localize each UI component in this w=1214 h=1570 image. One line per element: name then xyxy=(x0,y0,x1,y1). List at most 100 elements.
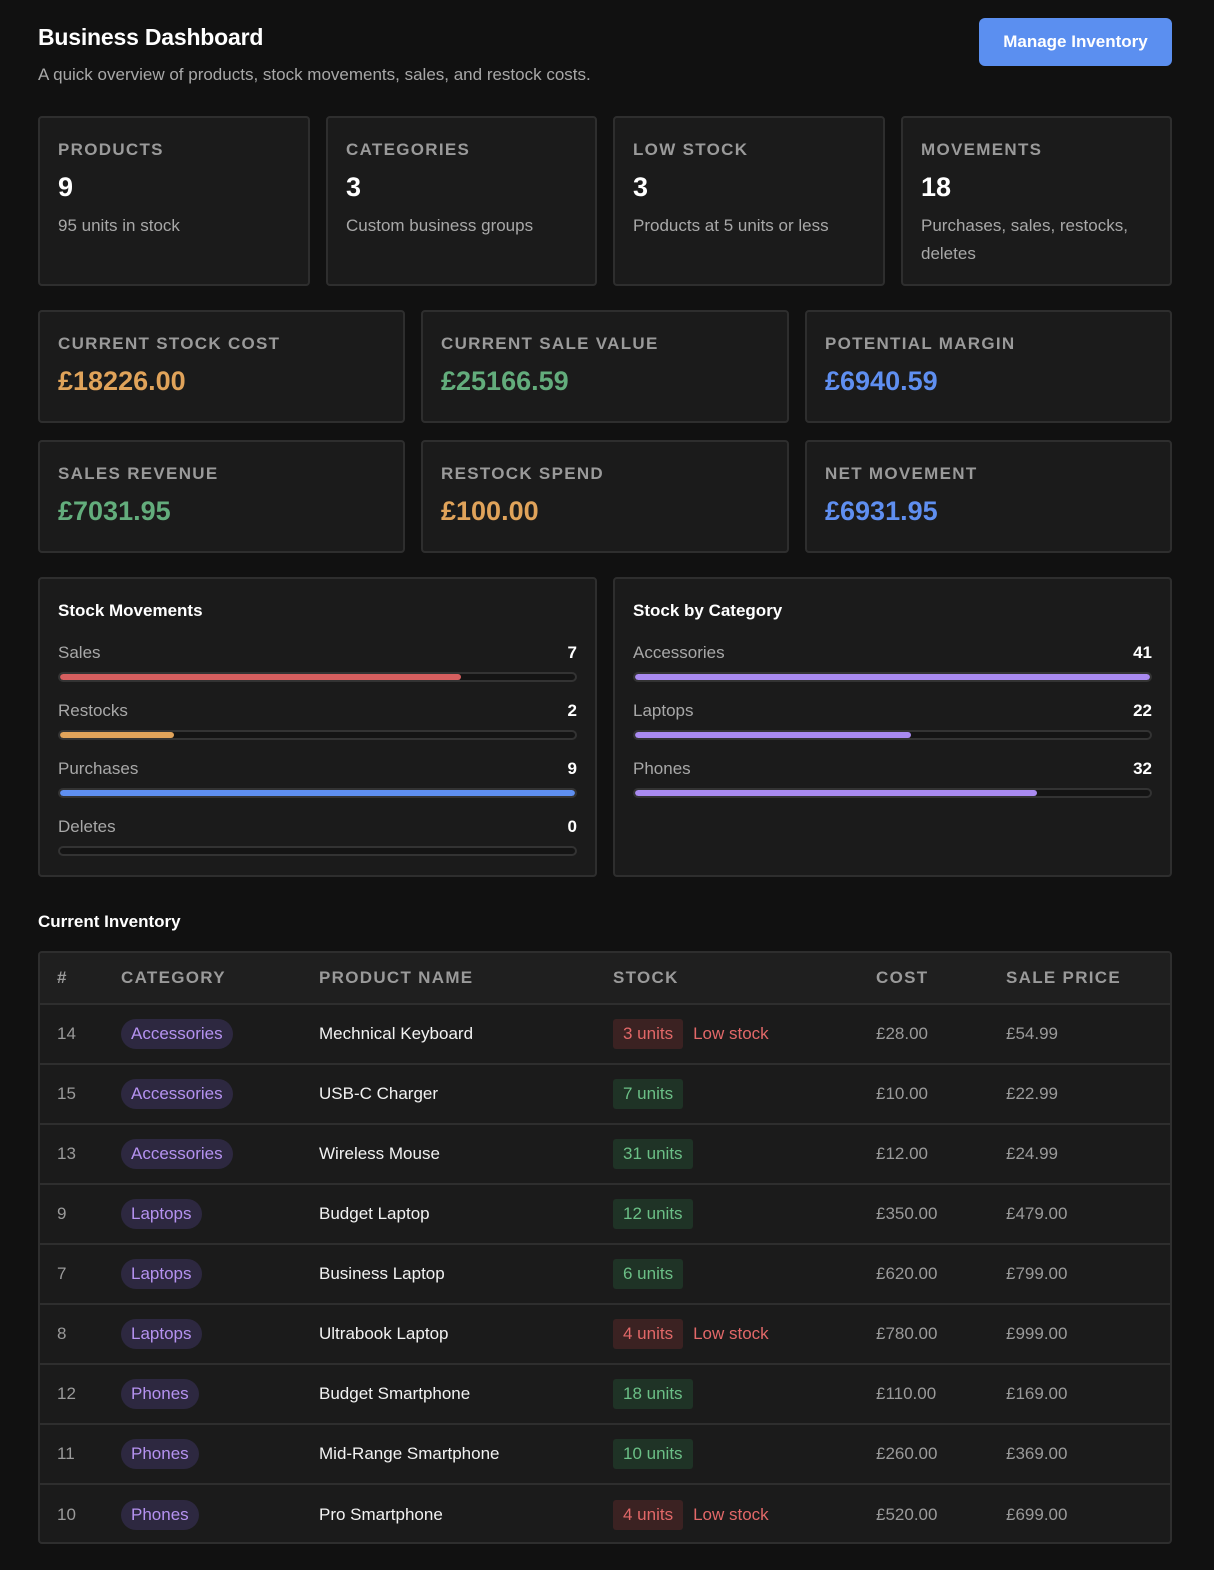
stock-badge: 4 units xyxy=(613,1499,684,1530)
column-header-sale-price: SALE PRICE xyxy=(1006,953,1170,1005)
money-value: £6931.95 xyxy=(825,496,938,526)
category-badge: Accessories xyxy=(121,1019,233,1049)
column-header-cost: COST xyxy=(876,953,1006,1005)
cell-category: Laptops xyxy=(121,1184,319,1245)
table-header-row: # CATEGORY PRODUCT NAME STOCK COST SALE … xyxy=(40,953,1170,1005)
cell-cost: £350.00 xyxy=(876,1184,1006,1245)
bar-label: Accessories xyxy=(633,643,725,662)
bar-track xyxy=(633,730,1152,740)
page-subtitle: A quick overview of products, stock move… xyxy=(38,65,591,84)
cell-product-name: Mechnical Keyboard xyxy=(319,1004,613,1065)
bar-label: Laptops xyxy=(633,701,694,720)
bar-label: Sales xyxy=(58,643,101,662)
stock-badge: 3 units xyxy=(613,1019,684,1049)
bar-row-accessories: Accessories 41 xyxy=(633,643,1152,693)
bar-label: Phones xyxy=(633,759,691,778)
stat-card-categories: CATEGORIES 3 Custom business groups xyxy=(326,116,597,286)
bar-fill xyxy=(635,732,912,738)
stat-label: PRODUCTS xyxy=(58,140,164,159)
stat-desc: Products at 5 units or less xyxy=(633,216,829,235)
cell-cost: £10.00 xyxy=(876,1064,1006,1125)
bar-track xyxy=(58,788,577,798)
low-stock-note: Low stock xyxy=(693,1324,769,1343)
panel-title: Stock by Category xyxy=(633,601,783,620)
stat-card-products: PRODUCTS 9 95 units in stock xyxy=(38,116,310,286)
cell-sale-price: £22.99 xyxy=(1006,1064,1170,1125)
stat-label: LOW STOCK xyxy=(633,140,749,159)
bar-track xyxy=(633,672,1152,682)
header: Business Dashboard A quick overview of p… xyxy=(38,18,1172,94)
cell-cost: £520.00 xyxy=(876,1504,938,1524)
cell-category: Accessories xyxy=(121,1004,319,1065)
cell-product-name: Ultrabook Laptop xyxy=(319,1304,613,1365)
money-label: SALES REVENUE xyxy=(58,464,219,483)
cell-category: Accessories xyxy=(121,1124,319,1185)
cell-id: 14 xyxy=(40,1004,121,1065)
bar-track xyxy=(58,846,577,856)
bar-row-phones: Phones 32 xyxy=(633,759,1152,809)
manage-inventory-button[interactable]: Manage Inventory xyxy=(979,18,1172,66)
cell-id: 8 xyxy=(40,1304,121,1365)
table-row: 14 Accessories Mechnical Keyboard 3 units Lo… xyxy=(40,1004,1170,1065)
bar-label: Purchases xyxy=(58,759,139,778)
bar-value: 2 xyxy=(567,701,577,720)
stat-value: 9 xyxy=(58,172,74,202)
bar-track xyxy=(58,672,577,682)
money-value: £18226.00 xyxy=(58,366,186,396)
bar-row-sales: Sales 7 xyxy=(58,643,577,693)
cell-stock: 4 units Low stock xyxy=(613,1484,876,1542)
stat-value: 18 xyxy=(921,172,952,202)
cell-id: 12 xyxy=(40,1364,121,1425)
cell-stock: 31 units xyxy=(613,1124,876,1185)
bar-value: 41 xyxy=(1133,643,1152,662)
bar-row-restocks: Restocks 2 xyxy=(58,701,577,751)
cell-product-name: Business Laptop xyxy=(319,1244,613,1305)
cell-cost: £260.00 xyxy=(876,1424,1006,1485)
table-row: 10 Phones Pro Smartphone 4 units Low stock £5… xyxy=(40,1484,1170,1542)
table-row: 9 Laptops Budget Laptop 12 units £350.00 £479… xyxy=(40,1184,1170,1245)
cell-category: Phones xyxy=(121,1484,319,1542)
money-value: £100.00 xyxy=(441,496,539,526)
cell-product-name: Budget Laptop xyxy=(319,1184,613,1245)
stock-by-category-panel: Stock by Category Accessories 41 Laptops… xyxy=(613,577,1172,877)
bar-value: 22 xyxy=(1133,701,1152,720)
stat-desc: Custom business groups xyxy=(346,216,534,235)
bar-fill xyxy=(60,674,461,680)
bar-row-laptops: Laptops 22 xyxy=(633,701,1152,751)
table-row: 12 Phones Budget Smartphone 18 units £110.00… xyxy=(40,1364,1170,1425)
table-row: 15 Accessories USB-C Charger 7 units £10.00 £… xyxy=(40,1064,1170,1125)
stat-desc: Purchases, sales, restocks, deletes xyxy=(921,216,1128,263)
stock-badge: 6 units xyxy=(613,1259,684,1289)
cell-stock: 4 units Low stock xyxy=(613,1304,876,1365)
cell-sale-price: £799.00 xyxy=(1006,1244,1170,1305)
bar-row-deletes: Deletes 0 xyxy=(58,817,577,867)
bar-row-purchases: Purchases 9 xyxy=(58,759,577,809)
category-badge: Laptops xyxy=(121,1319,202,1349)
cell-sale-price: £699.00 xyxy=(1006,1504,1068,1524)
money-card-net-movement: NET MOVEMENT £6931.95 xyxy=(805,440,1172,553)
category-badge: Phones xyxy=(121,1439,199,1469)
bar-value: 32 xyxy=(1133,759,1152,778)
money-card-stock-cost: CURRENT STOCK COST £18226.00 xyxy=(38,310,405,423)
money-card-potential-margin: POTENTIAL MARGIN £6940.59 xyxy=(805,310,1172,423)
stat-label: CATEGORIES xyxy=(346,140,471,159)
table-row: 11 Phones Mid-Range Smartphone 10 units £260… xyxy=(40,1424,1170,1485)
category-badge: Phones xyxy=(121,1499,199,1530)
stat-value: 3 xyxy=(346,172,362,202)
cell-id: 13 xyxy=(40,1124,121,1185)
money-label: RESTOCK SPEND xyxy=(441,464,605,483)
cell-product-name: USB-C Charger xyxy=(319,1064,613,1125)
money-label: POTENTIAL MARGIN xyxy=(825,334,1016,353)
stat-card-movements: MOVEMENTS 18 Purchases, sales, restocks,… xyxy=(901,116,1172,286)
column-header-product-name: PRODUCT NAME xyxy=(319,953,613,1005)
cell-cost: £12.00 xyxy=(876,1124,1006,1185)
cell-id: 11 xyxy=(40,1424,121,1485)
cell-category: Phones xyxy=(121,1364,319,1425)
cell-product-name: Wireless Mouse xyxy=(319,1124,613,1185)
cell-id: 7 xyxy=(40,1244,121,1305)
stat-value: 3 xyxy=(633,172,649,202)
bar-fill xyxy=(635,674,1150,680)
page-title: Business Dashboard xyxy=(38,24,264,50)
stock-badge: 7 units xyxy=(613,1079,684,1109)
cell-category: Phones xyxy=(121,1424,319,1485)
